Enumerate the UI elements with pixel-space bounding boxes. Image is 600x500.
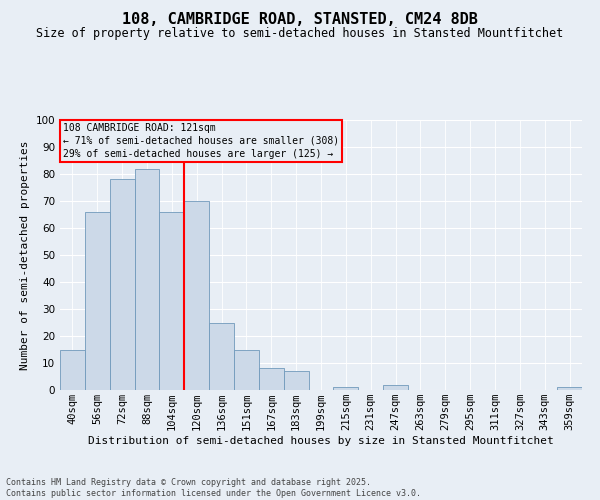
- Text: Size of property relative to semi-detached houses in Stansted Mountfitchet: Size of property relative to semi-detach…: [37, 28, 563, 40]
- Bar: [209, 322, 234, 390]
- Text: Contains HM Land Registry data © Crown copyright and database right 2025.
Contai: Contains HM Land Registry data © Crown c…: [6, 478, 421, 498]
- X-axis label: Distribution of semi-detached houses by size in Stansted Mountfitchet: Distribution of semi-detached houses by …: [88, 436, 554, 446]
- Bar: [334, 388, 358, 390]
- Bar: [110, 180, 134, 390]
- Bar: [85, 212, 110, 390]
- Bar: [284, 371, 308, 390]
- Text: 108, CAMBRIDGE ROAD, STANSTED, CM24 8DB: 108, CAMBRIDGE ROAD, STANSTED, CM24 8DB: [122, 12, 478, 28]
- Bar: [557, 388, 582, 390]
- Bar: [160, 212, 184, 390]
- Bar: [383, 384, 408, 390]
- Bar: [234, 350, 259, 390]
- Bar: [259, 368, 284, 390]
- Bar: [60, 350, 85, 390]
- Bar: [184, 201, 209, 390]
- Text: 108 CAMBRIDGE ROAD: 121sqm
← 71% of semi-detached houses are smaller (308)
29% o: 108 CAMBRIDGE ROAD: 121sqm ← 71% of semi…: [62, 122, 339, 159]
- Y-axis label: Number of semi-detached properties: Number of semi-detached properties: [20, 140, 30, 370]
- Bar: [134, 168, 160, 390]
